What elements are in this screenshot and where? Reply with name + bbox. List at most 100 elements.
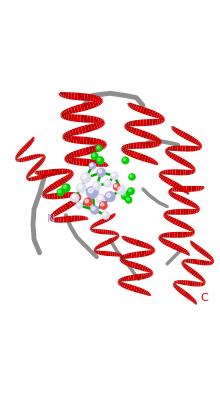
Polygon shape (136, 252, 140, 258)
Polygon shape (193, 168, 196, 170)
Circle shape (104, 180, 112, 188)
Polygon shape (189, 268, 194, 274)
Polygon shape (62, 168, 65, 174)
Polygon shape (136, 287, 140, 293)
Polygon shape (185, 146, 188, 152)
Polygon shape (208, 261, 210, 265)
Polygon shape (151, 272, 153, 275)
Polygon shape (122, 146, 124, 149)
Polygon shape (193, 232, 195, 233)
Polygon shape (23, 145, 28, 150)
Polygon shape (182, 262, 185, 266)
Polygon shape (173, 155, 178, 161)
Circle shape (81, 173, 91, 183)
Polygon shape (64, 158, 67, 160)
Polygon shape (191, 242, 194, 245)
Polygon shape (100, 144, 104, 150)
Polygon shape (178, 169, 181, 175)
Polygon shape (20, 148, 25, 153)
Polygon shape (49, 173, 51, 177)
Polygon shape (94, 250, 95, 251)
Polygon shape (188, 255, 190, 256)
Circle shape (126, 197, 132, 203)
Polygon shape (162, 119, 165, 121)
Polygon shape (102, 141, 105, 145)
Polygon shape (51, 183, 56, 190)
Polygon shape (186, 225, 191, 230)
Polygon shape (187, 280, 190, 286)
Polygon shape (73, 192, 75, 197)
Polygon shape (136, 274, 139, 280)
Polygon shape (129, 253, 132, 258)
Polygon shape (196, 282, 199, 287)
Polygon shape (133, 239, 137, 245)
Polygon shape (171, 126, 174, 128)
Circle shape (70, 194, 79, 202)
Polygon shape (131, 252, 134, 258)
Polygon shape (83, 102, 88, 111)
Polygon shape (117, 234, 119, 235)
Polygon shape (79, 196, 81, 197)
Polygon shape (153, 142, 156, 147)
Polygon shape (201, 278, 205, 282)
Polygon shape (194, 282, 197, 286)
Polygon shape (160, 174, 163, 178)
Polygon shape (197, 247, 202, 252)
Polygon shape (102, 120, 105, 123)
Polygon shape (164, 214, 167, 218)
Polygon shape (80, 136, 84, 144)
Polygon shape (77, 93, 81, 100)
Polygon shape (93, 95, 96, 101)
Polygon shape (166, 240, 170, 246)
Polygon shape (92, 101, 97, 108)
Polygon shape (63, 176, 68, 182)
Polygon shape (128, 238, 132, 244)
Polygon shape (99, 100, 102, 104)
Polygon shape (61, 114, 64, 118)
Polygon shape (168, 152, 172, 157)
Polygon shape (187, 163, 191, 168)
Polygon shape (121, 259, 124, 263)
Polygon shape (71, 152, 75, 158)
Polygon shape (84, 125, 89, 133)
Polygon shape (147, 157, 151, 163)
Polygon shape (167, 232, 170, 238)
Polygon shape (192, 138, 197, 144)
Polygon shape (191, 209, 193, 214)
Polygon shape (175, 286, 179, 290)
Polygon shape (161, 116, 164, 120)
Circle shape (102, 212, 110, 219)
Polygon shape (196, 209, 198, 213)
Polygon shape (17, 159, 18, 162)
Polygon shape (130, 275, 134, 281)
Polygon shape (124, 144, 127, 149)
Polygon shape (105, 163, 107, 167)
Polygon shape (131, 143, 134, 149)
Polygon shape (85, 217, 87, 220)
Polygon shape (122, 277, 125, 282)
Polygon shape (67, 154, 70, 159)
Polygon shape (181, 262, 184, 263)
Polygon shape (115, 236, 118, 240)
Polygon shape (28, 155, 32, 160)
Polygon shape (192, 259, 195, 264)
Polygon shape (175, 232, 178, 238)
Polygon shape (137, 264, 141, 270)
Polygon shape (175, 183, 180, 189)
Polygon shape (178, 246, 182, 252)
Polygon shape (173, 284, 177, 287)
Polygon shape (135, 120, 138, 126)
Polygon shape (175, 209, 178, 215)
Polygon shape (193, 170, 195, 172)
Polygon shape (101, 218, 105, 224)
Circle shape (116, 185, 126, 195)
Polygon shape (126, 126, 130, 131)
Polygon shape (165, 150, 168, 153)
Polygon shape (149, 134, 154, 140)
Polygon shape (170, 180, 175, 187)
Polygon shape (191, 298, 195, 302)
Polygon shape (91, 225, 94, 228)
Polygon shape (26, 156, 29, 161)
Polygon shape (160, 238, 163, 242)
Polygon shape (190, 170, 192, 174)
